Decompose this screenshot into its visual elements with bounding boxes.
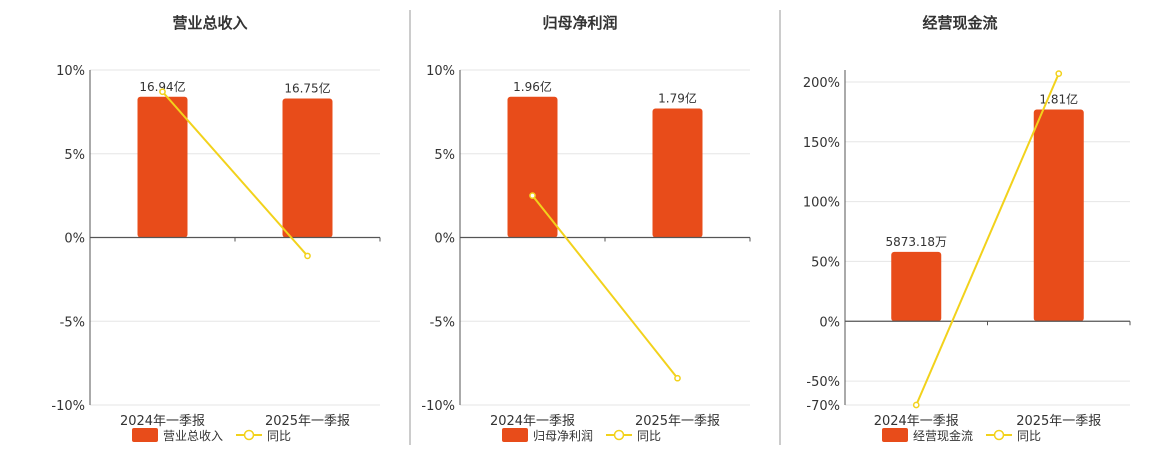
yoy-line [161,91,309,257]
yoy-point [159,88,166,96]
category-label: 2025年一季报 [265,414,350,429]
y-tick-label: -5% [60,315,85,330]
bar [1033,109,1084,322]
category-label: 2025年一季报 [635,414,720,429]
y-tick-label: 200% [803,76,840,91]
legend-bar-label: 归母净利润 [533,429,593,443]
data-label: 16.75亿 [284,80,330,95]
legend-bar-swatch [132,428,158,442]
y-tick-label: 5% [64,148,85,163]
data-label: 5873.18万 [885,235,947,249]
yoy-point [912,401,920,409]
data-label: 1.79亿 [658,91,697,106]
y-tick-label: 0% [434,232,455,247]
yoy-point [1055,70,1063,77]
legend-line-marker [243,429,255,441]
yoy-line [915,73,1060,406]
category-label: 2024年一季报 [490,414,575,429]
legend-line-marker [993,429,1005,441]
chart-title: 经营现金流 [922,14,997,32]
category-label: 2025年一季报 [1016,414,1101,429]
legend-bar-label: 营业总收入 [163,429,223,443]
y-tick-label: -50% [806,375,840,390]
data-label: 16.94亿 [139,79,185,94]
bar [652,108,703,238]
y-tick-label: 0% [819,315,840,330]
legend-line-label: 同比 [637,429,661,443]
y-tick-label: -10% [51,399,85,414]
y-tick-label: 10% [426,64,455,79]
y-tick-label: -5% [430,315,455,330]
chart-title: 归母净利润 [542,14,617,32]
yoy-line [531,195,679,379]
data-label: 1.96亿 [513,79,552,94]
y-tick-label: -70% [806,399,840,414]
legend-bar-label: 经营现金流 [913,428,973,443]
legend-bar-swatch [502,428,528,442]
y-tick-label: 5% [434,148,455,163]
legend-line-label: 同比 [267,429,291,443]
yoy-point [529,192,536,199]
y-tick-label: -10% [421,399,455,414]
yoy-point [304,252,311,260]
bar [137,96,188,238]
chart-title: 营业总收入 [172,14,247,32]
legend-line-label: 同比 [1017,429,1041,443]
y-tick-label: 50% [811,255,840,270]
bar [507,96,558,238]
y-tick-label: 10% [56,64,85,79]
yoy-point [674,374,681,382]
category-label: 2024年一季报 [120,414,205,429]
bar [282,98,333,238]
y-tick-label: 100% [803,196,840,211]
y-tick-label: 150% [803,136,840,151]
legend-line-marker [613,429,625,441]
legend-bar-swatch [882,428,908,442]
y-tick-label: 0% [64,232,85,247]
bar [891,251,942,322]
category-label: 2024年一季报 [874,414,959,429]
